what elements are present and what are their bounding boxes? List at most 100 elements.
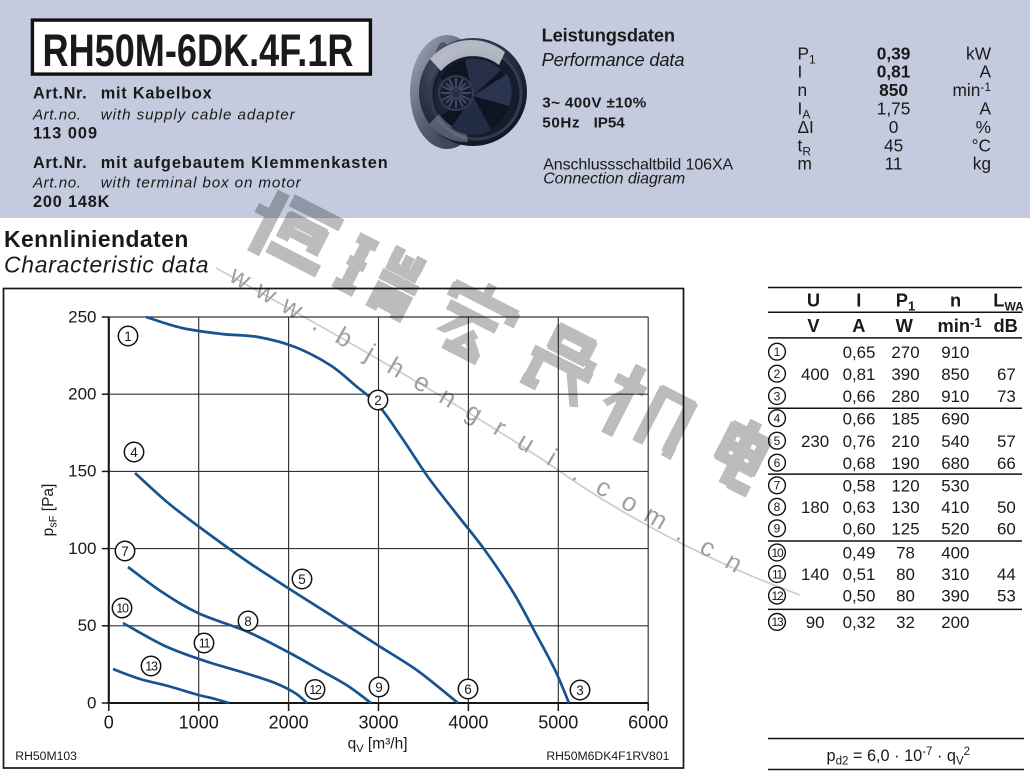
svg-text:12: 12 bbox=[309, 683, 322, 697]
svg-text:1,75: 1,75 bbox=[877, 99, 911, 119]
svg-text:n: n bbox=[950, 289, 961, 310]
svg-text:6000: 6000 bbox=[628, 713, 668, 733]
svg-text:0,49: 0,49 bbox=[843, 544, 876, 563]
svg-text:1000: 1000 bbox=[179, 713, 219, 733]
svg-text:Leistungsdaten: Leistungsdaten bbox=[542, 24, 676, 45]
svg-text:0: 0 bbox=[87, 693, 96, 712]
svg-text:9: 9 bbox=[375, 680, 383, 695]
svg-text:310: 310 bbox=[941, 565, 969, 584]
svg-text:dB: dB bbox=[994, 315, 1018, 336]
svg-text:W: W bbox=[896, 315, 914, 336]
svg-text:3000: 3000 bbox=[358, 713, 398, 733]
svg-text:4: 4 bbox=[774, 412, 781, 426]
svg-text:m: m bbox=[798, 154, 812, 174]
svg-text:200 148K: 200 148K bbox=[33, 193, 110, 211]
svg-text:Art.no.: Art.no. bbox=[32, 107, 81, 124]
svg-text:5: 5 bbox=[774, 434, 781, 448]
svg-text:kW: kW bbox=[966, 43, 992, 63]
svg-text:RH50M6DK4F1RV801: RH50M6DK4F1RV801 bbox=[546, 749, 669, 763]
svg-text:5000: 5000 bbox=[538, 713, 578, 733]
svg-text:0,63: 0,63 bbox=[843, 498, 876, 517]
svg-text:11: 11 bbox=[772, 567, 784, 581]
svg-text:66: 66 bbox=[997, 454, 1016, 473]
svg-text:210: 210 bbox=[891, 432, 919, 451]
svg-text:32: 32 bbox=[896, 613, 915, 632]
svg-text:73: 73 bbox=[997, 387, 1016, 406]
svg-text:mit aufgebautem Klemmenkasten: mit aufgebautem Klemmenkasten bbox=[101, 154, 388, 172]
svg-text:200: 200 bbox=[68, 385, 96, 404]
svg-text:250: 250 bbox=[68, 307, 96, 326]
svg-text:4: 4 bbox=[130, 445, 138, 460]
svg-text:10: 10 bbox=[116, 601, 129, 615]
svg-text:120: 120 bbox=[891, 476, 919, 495]
svg-text:0,65: 0,65 bbox=[843, 343, 876, 362]
svg-text:6: 6 bbox=[464, 682, 472, 697]
svg-text:185: 185 bbox=[891, 409, 919, 428]
svg-text:150: 150 bbox=[68, 462, 96, 481]
svg-text:520: 520 bbox=[941, 519, 969, 538]
svg-text:Characteristic data: Characteristic data bbox=[4, 252, 209, 278]
svg-text:1: 1 bbox=[774, 345, 781, 359]
svg-text:A: A bbox=[852, 315, 865, 336]
svg-text:400: 400 bbox=[941, 544, 969, 563]
svg-text:pd2 = 6,0 · 10-7 · qV2: pd2 = 6,0 · 10-7 · qV2 bbox=[827, 746, 970, 768]
svg-text:13: 13 bbox=[145, 659, 158, 673]
svg-text:5: 5 bbox=[298, 572, 306, 587]
svg-text:0,81: 0,81 bbox=[877, 62, 911, 82]
svg-text:390: 390 bbox=[941, 587, 969, 606]
svg-text:IP54: IP54 bbox=[594, 114, 626, 131]
svg-text:0,81: 0,81 bbox=[843, 365, 876, 384]
svg-text:67: 67 bbox=[997, 365, 1016, 384]
svg-text:I: I bbox=[856, 289, 861, 310]
svg-text:850: 850 bbox=[941, 365, 969, 384]
svg-text:0,50: 0,50 bbox=[843, 587, 876, 606]
svg-text:Art.Nr.: Art.Nr. bbox=[33, 154, 87, 172]
svg-text:200: 200 bbox=[941, 613, 969, 632]
svg-text:A: A bbox=[979, 62, 991, 82]
svg-text:A: A bbox=[979, 99, 991, 119]
svg-text:12: 12 bbox=[772, 589, 784, 603]
svg-text:0: 0 bbox=[104, 713, 114, 733]
svg-text:2: 2 bbox=[774, 367, 781, 381]
svg-text:11: 11 bbox=[885, 154, 903, 174]
svg-text:44: 44 bbox=[997, 565, 1016, 584]
svg-text:410: 410 bbox=[941, 498, 969, 517]
svg-text:80: 80 bbox=[896, 565, 915, 584]
svg-text:0,51: 0,51 bbox=[843, 565, 876, 584]
svg-text:4000: 4000 bbox=[448, 713, 488, 733]
svg-text:RH50M-6DK.4F.1R: RH50M-6DK.4F.1R bbox=[43, 25, 354, 76]
svg-text:100: 100 bbox=[68, 539, 96, 558]
svg-text:45: 45 bbox=[884, 135, 903, 155]
svg-text:53: 53 bbox=[997, 587, 1016, 606]
svg-text:80: 80 bbox=[896, 587, 915, 606]
svg-text:3: 3 bbox=[774, 389, 781, 403]
svg-text:0,60: 0,60 bbox=[843, 519, 876, 538]
svg-text:0,76: 0,76 bbox=[843, 432, 876, 451]
svg-text:with terminal box on motor: with terminal box on motor bbox=[101, 175, 302, 192]
svg-text:180: 180 bbox=[801, 498, 829, 517]
svg-text:8: 8 bbox=[244, 614, 252, 629]
svg-text:690: 690 bbox=[941, 409, 969, 428]
svg-text:50: 50 bbox=[78, 616, 97, 635]
svg-text:10: 10 bbox=[772, 546, 784, 560]
svg-text:680: 680 bbox=[941, 454, 969, 473]
svg-text:%: % bbox=[976, 117, 991, 137]
svg-text:kg: kg bbox=[973, 154, 991, 174]
svg-text:190: 190 bbox=[891, 454, 919, 473]
svg-text:0,32: 0,32 bbox=[843, 613, 876, 632]
svg-text:390: 390 bbox=[891, 365, 919, 384]
svg-text:n: n bbox=[798, 80, 808, 100]
svg-text:V: V bbox=[807, 315, 820, 336]
svg-text:50Hz: 50Hz bbox=[542, 114, 580, 131]
svg-text:280: 280 bbox=[891, 387, 919, 406]
svg-text:8: 8 bbox=[774, 500, 781, 514]
svg-text:0,39: 0,39 bbox=[877, 43, 911, 63]
svg-text:with supply cable adapter: with supply cable adapter bbox=[101, 107, 296, 124]
svg-text:psF [Pa]: psF [Pa] bbox=[40, 484, 60, 537]
svg-text:0,66: 0,66 bbox=[843, 409, 876, 428]
svg-text:3: 3 bbox=[576, 683, 584, 698]
svg-text:Connection diagram: Connection diagram bbox=[543, 171, 685, 188]
svg-text:125: 125 bbox=[891, 519, 919, 538]
svg-text:60: 60 bbox=[997, 519, 1016, 538]
svg-text:RH50M103: RH50M103 bbox=[15, 749, 77, 763]
